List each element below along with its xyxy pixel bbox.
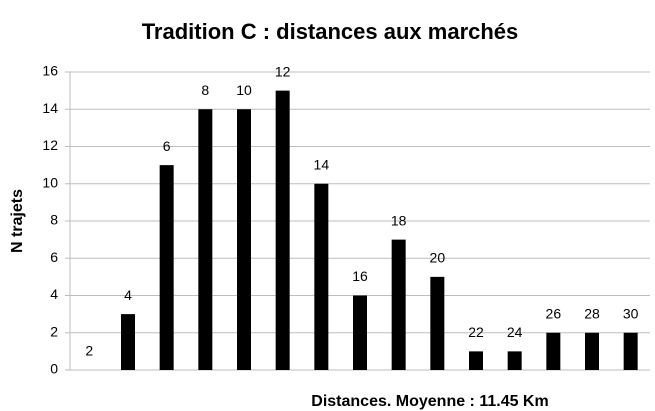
- bar: [623, 332, 638, 370]
- bar: [275, 90, 290, 370]
- bar: [469, 351, 483, 370]
- y-tick-label: 8: [50, 212, 58, 228]
- bar: [237, 109, 251, 370]
- category-label: 14: [314, 156, 330, 172]
- bar: [353, 295, 367, 370]
- bar: [121, 314, 135, 370]
- y-tick-label: 6: [50, 249, 58, 265]
- category-label: 8: [201, 82, 209, 98]
- category-label: 12: [275, 63, 291, 79]
- category-label: 4: [124, 287, 132, 303]
- category-label: 18: [391, 212, 407, 228]
- bar: [507, 351, 522, 370]
- bar: [546, 332, 561, 370]
- x-axis-label: Distances. Moyenne : 11.45 Km: [311, 393, 548, 410]
- category-label: 24: [507, 324, 523, 340]
- category-label: 10: [236, 82, 252, 98]
- bar: [391, 239, 406, 370]
- y-tick-label: 12: [42, 137, 58, 153]
- y-tick-label: 14: [42, 100, 58, 116]
- bar: [314, 183, 329, 370]
- bar: [430, 276, 445, 370]
- bar: [585, 332, 599, 370]
- category-label: 26: [546, 305, 562, 321]
- y-tick-label: 4: [50, 286, 58, 302]
- category-label: 16: [352, 268, 368, 284]
- category-label: 30: [623, 305, 639, 321]
- y-tick-label: 16: [42, 63, 58, 79]
- category-label: 2: [85, 343, 93, 359]
- y-tick-label: 10: [42, 174, 58, 190]
- y-tick-label: 2: [50, 323, 58, 339]
- category-label: 22: [468, 324, 484, 340]
- y-axis-label: N trajets: [9, 189, 26, 253]
- category-label: 28: [584, 305, 600, 321]
- bar: [198, 109, 213, 370]
- chart-title: Tradition C : distances aux marchés: [142, 19, 519, 44]
- category-label: 20: [430, 250, 446, 266]
- category-label: 6: [163, 138, 171, 154]
- bar: [159, 165, 174, 370]
- y-tick-label: 0: [50, 361, 58, 377]
